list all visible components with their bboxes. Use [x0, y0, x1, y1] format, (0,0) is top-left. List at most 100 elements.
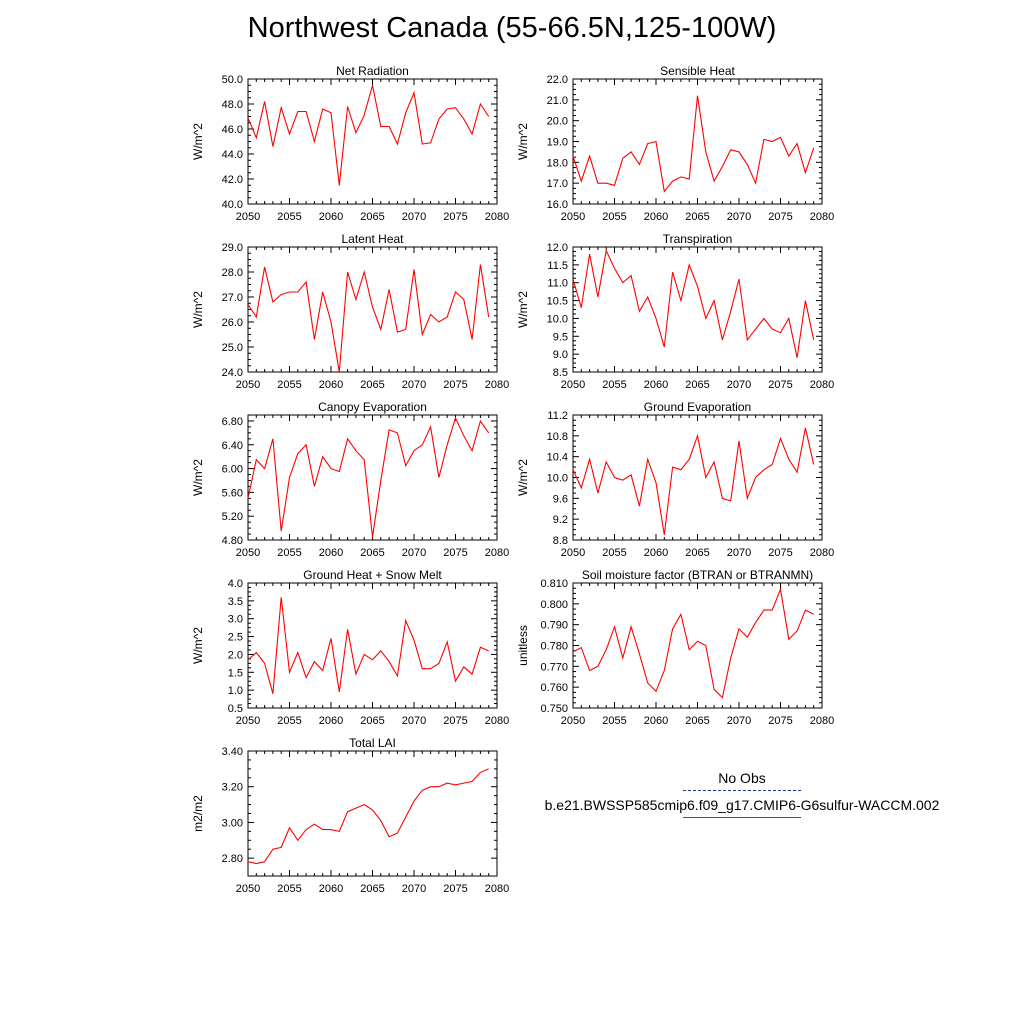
y-tick-label: 2.0 [228, 649, 243, 661]
y-tick-label: 4.0 [228, 578, 243, 590]
plot-frame [572, 246, 823, 373]
series-line [247, 264, 490, 373]
x-tick-label: 2055 [277, 883, 301, 895]
chart-panel: Sensible Heat W/m^2 2050 2055 2060 2065 2070 20… [516, 64, 834, 223]
x-tick-label: 2050 [236, 211, 260, 223]
y-tick-label: 6.80 [222, 416, 243, 428]
series-line [247, 85, 490, 186]
x-tick-label: 2075 [768, 547, 792, 559]
x-tick-label: 2065 [685, 715, 709, 727]
chart-panel: Latent Heat W/m^2 2050 2055 2060 2065 2070 2075… [191, 232, 509, 391]
x-tick-label: 2060 [319, 379, 343, 391]
y-tick-label: 2.80 [222, 853, 243, 865]
x-tick-label: 2055 [277, 379, 301, 391]
x-tick-label: 2065 [685, 547, 709, 559]
x-tick-label: 2080 [485, 379, 509, 391]
y-tick-label: 3.0 [228, 614, 243, 626]
x-tick-label: 2050 [561, 715, 585, 727]
x-tick-label: 2070 [402, 211, 426, 223]
x-tick-label: 2050 [561, 211, 585, 223]
panel-title: Latent Heat [341, 232, 404, 246]
chart-panel: Transpiration W/m^2 2050 2055 2060 2065 2070 20… [516, 232, 834, 391]
y-tick-label: 1.5 [228, 667, 243, 679]
y-tick-label: 3.5 [228, 596, 243, 608]
y-axis-label: W/m^2 [191, 123, 205, 160]
x-tick-label: 2060 [644, 715, 668, 727]
y-tick-label: 0.790 [540, 620, 568, 632]
x-tick-label: 2080 [810, 379, 834, 391]
y-tick-label: 24.0 [222, 367, 243, 379]
y-tick-label: 0.780 [540, 641, 568, 653]
y-axis-label: unitless [516, 625, 530, 666]
series-line [247, 597, 489, 694]
y-tick-label: 10.0 [547, 473, 568, 485]
y-tick-label: 0.750 [540, 703, 568, 715]
x-tick-label: 2065 [360, 883, 384, 895]
plot-frame [247, 78, 498, 205]
x-tick-label: 2080 [810, 211, 834, 223]
y-tick-label: 0.810 [540, 578, 568, 590]
chart-panel: Ground Heat + Snow Melt W/m^2 2050 2055 2060… [191, 568, 509, 727]
y-axis-label: W/m^2 [516, 291, 530, 328]
x-tick-label: 2065 [360, 379, 384, 391]
legend: No Obs b.e21.BWSSP585cmip6.f09_g17.CMIP6… [512, 770, 972, 824]
chart-panel: Net Radiation W/m^2 2050 2055 2060 2065 2070 20… [191, 64, 509, 223]
x-tick-label: 2065 [685, 211, 709, 223]
y-tick-label: 10.4 [547, 452, 568, 464]
chart-panel: Ground Evaporation W/m^2 2050 2055 2060 2065 2… [516, 400, 834, 559]
y-tick-label: 3.00 [222, 817, 243, 829]
x-tick-label: 2055 [277, 211, 301, 223]
x-tick-label: 2070 [402, 883, 426, 895]
plot-frame [572, 582, 823, 709]
y-tick-label: 19.0 [547, 137, 568, 149]
y-tick-label: 9.0 [553, 349, 568, 361]
y-tick-label: 21.0 [547, 95, 568, 107]
panel-title: Canopy Evaporation [318, 400, 427, 414]
x-tick-label: 2060 [319, 547, 343, 559]
y-tick-label: 0.800 [540, 599, 568, 611]
panel-title: Total LAI [349, 736, 396, 750]
x-tick-label: 2070 [727, 715, 751, 727]
y-tick-label: 8.5 [553, 367, 568, 379]
y-tick-label: 3.40 [222, 746, 243, 758]
x-tick-label: 2055 [602, 379, 626, 391]
y-tick-label: 0.5 [228, 703, 243, 715]
y-tick-label: 6.40 [222, 440, 243, 452]
x-tick-label: 2065 [360, 211, 384, 223]
chart-panel: Soil moisture factor (BTRAN or BTRANMN) u… [516, 568, 834, 727]
legend-obs-line [683, 790, 801, 791]
x-tick-label: 2075 [443, 715, 467, 727]
y-tick-label: 44.0 [222, 149, 243, 161]
y-tick-label: 9.5 [553, 331, 568, 343]
plot-frame [247, 246, 498, 373]
y-tick-label: 2.5 [228, 632, 243, 644]
legend-model-label: b.e21.BWSSP585cmip6.f09_g17.CMIP6-G6sulf… [544, 797, 940, 813]
legend-obs-label: No Obs [718, 770, 766, 786]
x-tick-label: 2055 [602, 547, 626, 559]
y-tick-label: 9.6 [553, 493, 568, 505]
legend-model-line [683, 817, 801, 818]
panel-title: Ground Evaporation [644, 400, 751, 414]
x-tick-label: 2065 [685, 379, 709, 391]
y-axis-label: m2/m2 [191, 795, 205, 832]
y-tick-label: 42.0 [222, 174, 243, 186]
y-tick-label: 10.0 [547, 313, 568, 325]
x-tick-label: 2070 [402, 715, 426, 727]
y-tick-label: 40.0 [222, 199, 243, 211]
y-axis-label: W/m^2 [191, 291, 205, 328]
y-tick-label: 18.0 [547, 157, 568, 169]
x-tick-label: 2075 [768, 211, 792, 223]
y-axis-label: W/m^2 [516, 459, 530, 496]
x-tick-label: 2050 [236, 715, 260, 727]
y-tick-label: 10.8 [547, 431, 568, 443]
y-tick-label: 0.770 [540, 661, 568, 673]
y-tick-label: 26.0 [222, 317, 243, 329]
panel-title: Transpiration [663, 232, 733, 246]
y-tick-label: 50.0 [222, 74, 243, 86]
x-tick-label: 2075 [768, 715, 792, 727]
x-tick-label: 2070 [402, 379, 426, 391]
x-tick-label: 2060 [644, 547, 668, 559]
x-tick-label: 2080 [485, 211, 509, 223]
y-axis-label: W/m^2 [516, 123, 530, 160]
